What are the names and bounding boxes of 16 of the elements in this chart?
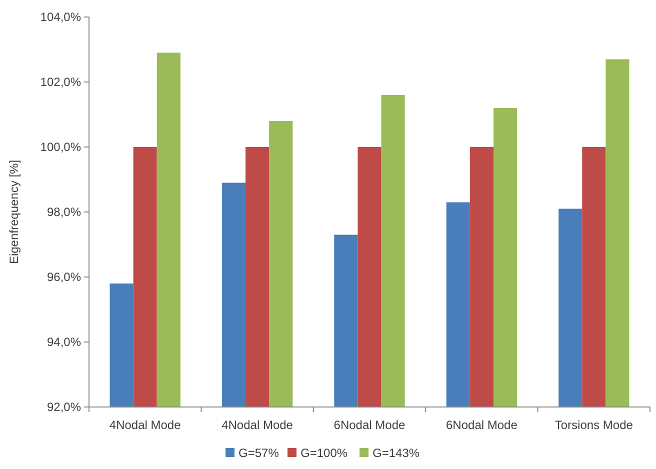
y-tick-label: 100,0% xyxy=(40,140,82,154)
x-tick-label: 4Nodal Mode xyxy=(222,418,294,432)
y-tick-label: 92,0% xyxy=(46,400,82,414)
x-tick-label: 4Nodal Mode xyxy=(109,418,182,432)
legend-label: G=100% xyxy=(300,446,348,460)
legend-label: G=57% xyxy=(238,446,280,460)
x-tick-label: 6Nodal Mode xyxy=(446,418,518,432)
y-tick-label: 94,0% xyxy=(46,335,82,350)
y-tick-label: 98,0% xyxy=(46,205,82,220)
y-tick-label: 104,0% xyxy=(40,10,82,24)
x-tick-label: 6Nodal Mode xyxy=(334,418,406,432)
y-tick-label: 96,0% xyxy=(46,270,82,284)
y-axis-title: Eigenfrequency [%] xyxy=(7,160,21,264)
legend-label: G=143% xyxy=(372,446,420,460)
y-tick-label: 102,0% xyxy=(40,75,82,90)
x-tick-label: Torsions Mode xyxy=(554,418,634,432)
